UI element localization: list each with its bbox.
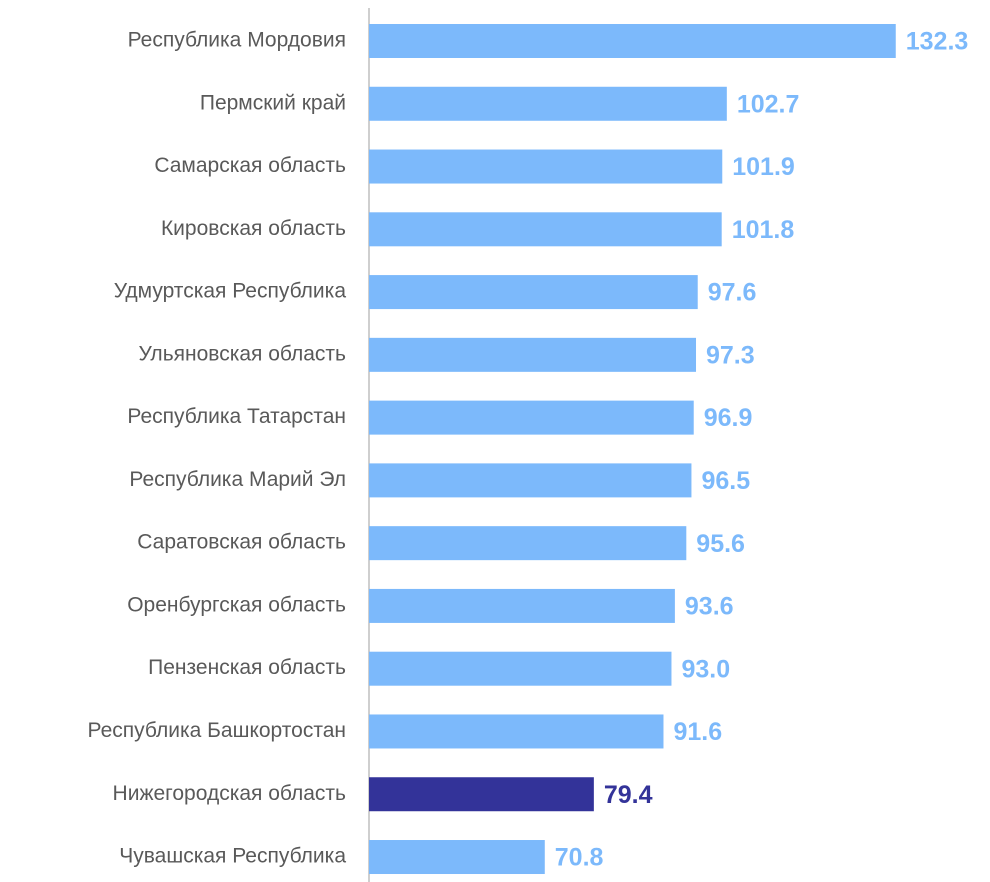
bar <box>369 526 687 561</box>
category-label: Самарская область <box>154 154 346 177</box>
value-label: 101.9 <box>732 153 795 181</box>
bar <box>369 337 697 372</box>
value-label: 79.4 <box>604 781 653 809</box>
value-label: 93.0 <box>681 655 730 683</box>
category-label: Пермский край <box>200 91 346 114</box>
bar <box>369 24 896 58</box>
category-label: Республика Мордовия <box>128 29 346 52</box>
category-label: Пензенская область <box>148 656 346 679</box>
bar <box>369 714 664 749</box>
value-label: 95.6 <box>696 530 745 558</box>
value-label: 93.6 <box>685 593 734 621</box>
category-label: Республика Татарстан <box>127 405 346 428</box>
value-label: 97.3 <box>706 341 755 369</box>
category-label: Республика Башкортостан <box>88 719 346 742</box>
category-label: Удмуртская Республика <box>114 280 347 303</box>
category-label: Ульяновская область <box>139 342 347 365</box>
category-label: Чувашская Республика <box>119 845 346 868</box>
category-label: Нижегородская область <box>113 782 346 805</box>
value-label: 102.7 <box>737 90 800 118</box>
value-label: 132.3 <box>906 28 969 56</box>
value-label: 91.6 <box>673 718 722 746</box>
bar <box>369 212 722 247</box>
bar <box>369 400 694 435</box>
bar <box>369 463 692 498</box>
category-label: Оренбургская область <box>127 593 346 616</box>
category-label: Республика Марий Эл <box>129 468 346 491</box>
category-label: Кировская область <box>161 217 346 240</box>
value-label: 96.9 <box>704 404 753 432</box>
value-label: 96.5 <box>701 467 750 495</box>
bar <box>369 149 723 184</box>
category-label: Саратовская область <box>137 531 346 554</box>
value-label: 70.8 <box>555 844 604 872</box>
bar <box>369 588 675 623</box>
value-label: 97.6 <box>708 279 757 307</box>
bar <box>369 651 672 686</box>
bar <box>369 275 698 310</box>
bar <box>369 840 545 875</box>
bar <box>369 777 594 812</box>
bar <box>369 86 727 121</box>
value-label: 101.8 <box>732 216 795 244</box>
